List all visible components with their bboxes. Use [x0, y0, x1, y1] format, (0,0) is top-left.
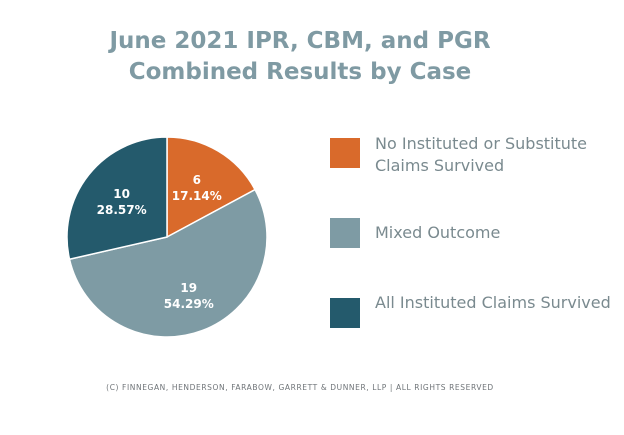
chart-title-line-1: June 2021 IPR, CBM, and PGR: [109, 28, 491, 54]
chart-title-line-2: Combined Results by Case: [128, 59, 472, 85]
legend-swatch-orange: [330, 138, 360, 168]
pie-label-value-all-claims-survived: 10: [113, 187, 130, 201]
chart-title: June 2021 IPR, CBM, and PGR Combined Res…: [0, 26, 600, 88]
legend-label-no-claims-survived: No Instituted or Substitute Claims Survi…: [375, 134, 588, 175]
pie-label-value-mixed-outcome: 19: [180, 281, 197, 295]
pie-label-percent-mixed-outcome: 54.29%: [164, 297, 214, 311]
copyright-footer: (C) FINNEGAN, HENDERSON, FARABOW, GARRET…: [106, 383, 494, 392]
legend-swatch-dark-teal: [330, 298, 360, 328]
pie-slice-no-claims-survived: [166, 136, 257, 239]
legend-label-all-claims-survived: All Instituted Claims Survived: [375, 293, 611, 312]
pie-label-percent-no-claims-survived: 17.14%: [172, 189, 222, 203]
pie-label-percent-all-claims-survived: 28.57%: [97, 203, 147, 217]
pie-slice-all-claims-survived: [66, 136, 168, 261]
pie-slice-mixed-outcome: [68, 188, 268, 338]
pie-label-value-no-claims-survived: 6: [193, 173, 201, 187]
legend-label-mixed-outcome: Mixed Outcome: [375, 223, 501, 242]
legend-swatch-grey-blue: [330, 218, 360, 248]
